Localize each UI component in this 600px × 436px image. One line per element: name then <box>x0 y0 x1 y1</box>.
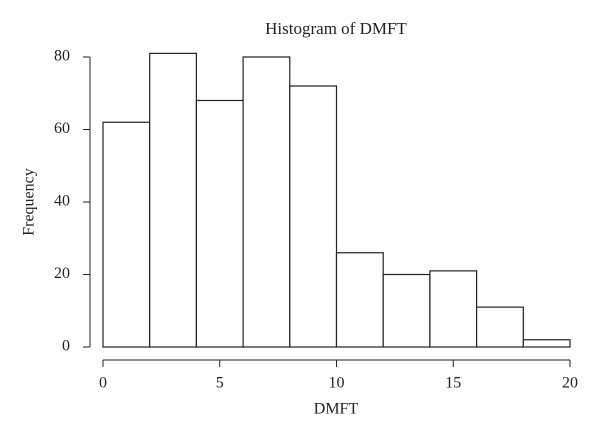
x-tick-label: 0 <box>99 375 107 392</box>
bar <box>476 306 524 348</box>
x-tick-label: 15 <box>445 375 461 392</box>
y-tick-label: 40 <box>54 193 70 210</box>
bar <box>289 85 338 348</box>
y-tick-label: 80 <box>54 48 70 65</box>
bar <box>382 273 431 348</box>
y-tick-label: 0 <box>62 338 70 355</box>
bar <box>335 252 384 348</box>
x-axis-label: DMFT <box>314 401 359 418</box>
bar <box>102 121 151 348</box>
bar <box>195 99 244 348</box>
bar <box>242 56 291 348</box>
bar <box>522 339 571 348</box>
y-axis-label: Frequency <box>21 168 38 236</box>
y-tick-label: 20 <box>54 265 70 282</box>
x-tick-label: 5 <box>216 375 224 392</box>
y-tick-label: 60 <box>54 120 70 137</box>
bar <box>429 270 478 348</box>
chart-title: Histogram of DMFT <box>265 19 407 38</box>
x-tick-label: 10 <box>329 375 345 392</box>
bar <box>149 52 197 348</box>
x-tick-label: 20 <box>562 375 578 392</box>
